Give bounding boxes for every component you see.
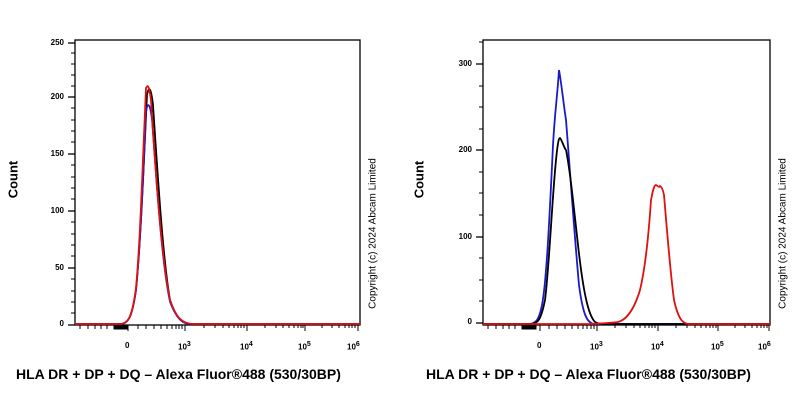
copyright-notice: Copyright (c) 2024 Abcam Limited [777, 158, 789, 309]
x-axis-label: HLA DR + DP + DQ – Alexa Fluor®488 (530/… [426, 366, 751, 382]
x-tick-label: 104 [240, 341, 253, 352]
y-tick-label: 250 [50, 38, 64, 47]
y-axis-label: Count [5, 160, 21, 199]
y-tick-label: 100 [50, 206, 64, 215]
x-tick-label: 0 [537, 341, 542, 350]
y-tick-labels: 0 50 100 150 200 250 [40, 0, 64, 400]
y-tick-label: 200 [458, 145, 472, 154]
y-tick-label: 0 [467, 317, 472, 326]
y-tick-label: 0 [59, 319, 64, 328]
x-tick-label: 103 [178, 341, 191, 352]
x-tick-label: 103 [590, 341, 603, 352]
y-tick-label: 200 [50, 92, 64, 101]
y-tick-label: 300 [458, 59, 472, 68]
x-tick-label: 106 [347, 341, 360, 352]
histogram-plot-left [68, 39, 361, 331]
y-axis-label: Count [411, 160, 427, 199]
x-tick-label: 105 [711, 341, 724, 352]
histogram-panel-right: 0 100 200 300 0 103 104 105 106 Count Co… [408, 0, 800, 400]
y-tick-label: 50 [55, 263, 64, 272]
x-tick-label: 0 [125, 341, 130, 350]
x-tick-label: 104 [651, 341, 664, 352]
copyright-notice: Copyright (c) 2024 Abcam Limited [367, 158, 379, 309]
x-axis-label: HLA DR + DP + DQ – Alexa Fluor®488 (530/… [16, 366, 341, 382]
y-tick-labels: 0 100 200 300 [448, 0, 472, 400]
y-tick-label: 150 [50, 149, 64, 158]
histogram-plot-right [476, 39, 771, 331]
histogram-panel-left: 0 50 100 150 200 250 0 103 104 105 106 C… [5, 0, 379, 400]
x-tick-label: 106 [758, 341, 771, 352]
y-tick-label: 100 [458, 232, 472, 241]
x-tick-label: 105 [298, 341, 311, 352]
